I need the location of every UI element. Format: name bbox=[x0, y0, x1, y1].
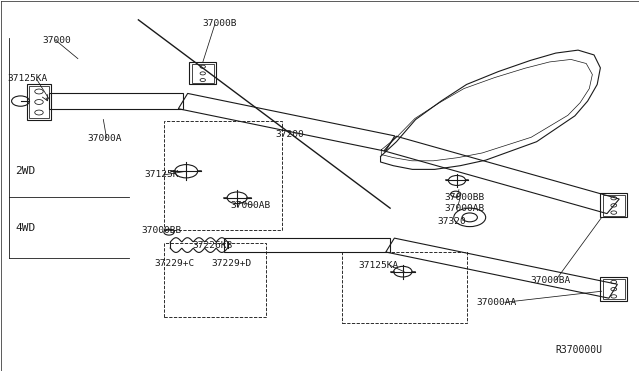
Text: 37000BA: 37000BA bbox=[531, 276, 570, 285]
Text: 37226KB: 37226KB bbox=[193, 241, 233, 250]
Bar bbox=[27, 84, 51, 119]
Text: 37320: 37320 bbox=[438, 217, 467, 225]
Text: 37000AB: 37000AB bbox=[444, 204, 484, 214]
Bar bbox=[189, 62, 216, 84]
Text: 37229+C: 37229+C bbox=[154, 259, 195, 268]
Bar bbox=[164, 121, 282, 230]
Text: 37000AA: 37000AA bbox=[476, 298, 516, 307]
Bar bbox=[29, 86, 49, 118]
Text: 37200: 37200 bbox=[275, 130, 304, 139]
Bar bbox=[600, 277, 627, 301]
Text: 37000AB: 37000AB bbox=[231, 201, 271, 210]
Text: 37000BB: 37000BB bbox=[141, 226, 182, 235]
Text: 2WD: 2WD bbox=[15, 166, 36, 176]
Bar bbox=[192, 64, 214, 83]
Text: R370000U: R370000U bbox=[556, 345, 603, 355]
Bar bbox=[164, 243, 266, 317]
Bar bbox=[600, 193, 627, 217]
Text: 37125KA: 37125KA bbox=[8, 74, 48, 83]
Bar bbox=[603, 279, 625, 299]
Text: 37000B: 37000B bbox=[202, 19, 237, 28]
Text: 37229+D: 37229+D bbox=[212, 259, 252, 268]
Bar bbox=[603, 195, 625, 215]
Text: 4WD: 4WD bbox=[15, 224, 36, 234]
Text: 37000A: 37000A bbox=[88, 134, 122, 142]
Text: 37125K: 37125K bbox=[145, 170, 179, 179]
Text: 37000BB: 37000BB bbox=[444, 193, 484, 202]
Text: 37125KA: 37125KA bbox=[358, 261, 399, 270]
Bar bbox=[342, 253, 467, 323]
Text: 37000: 37000 bbox=[43, 36, 72, 45]
